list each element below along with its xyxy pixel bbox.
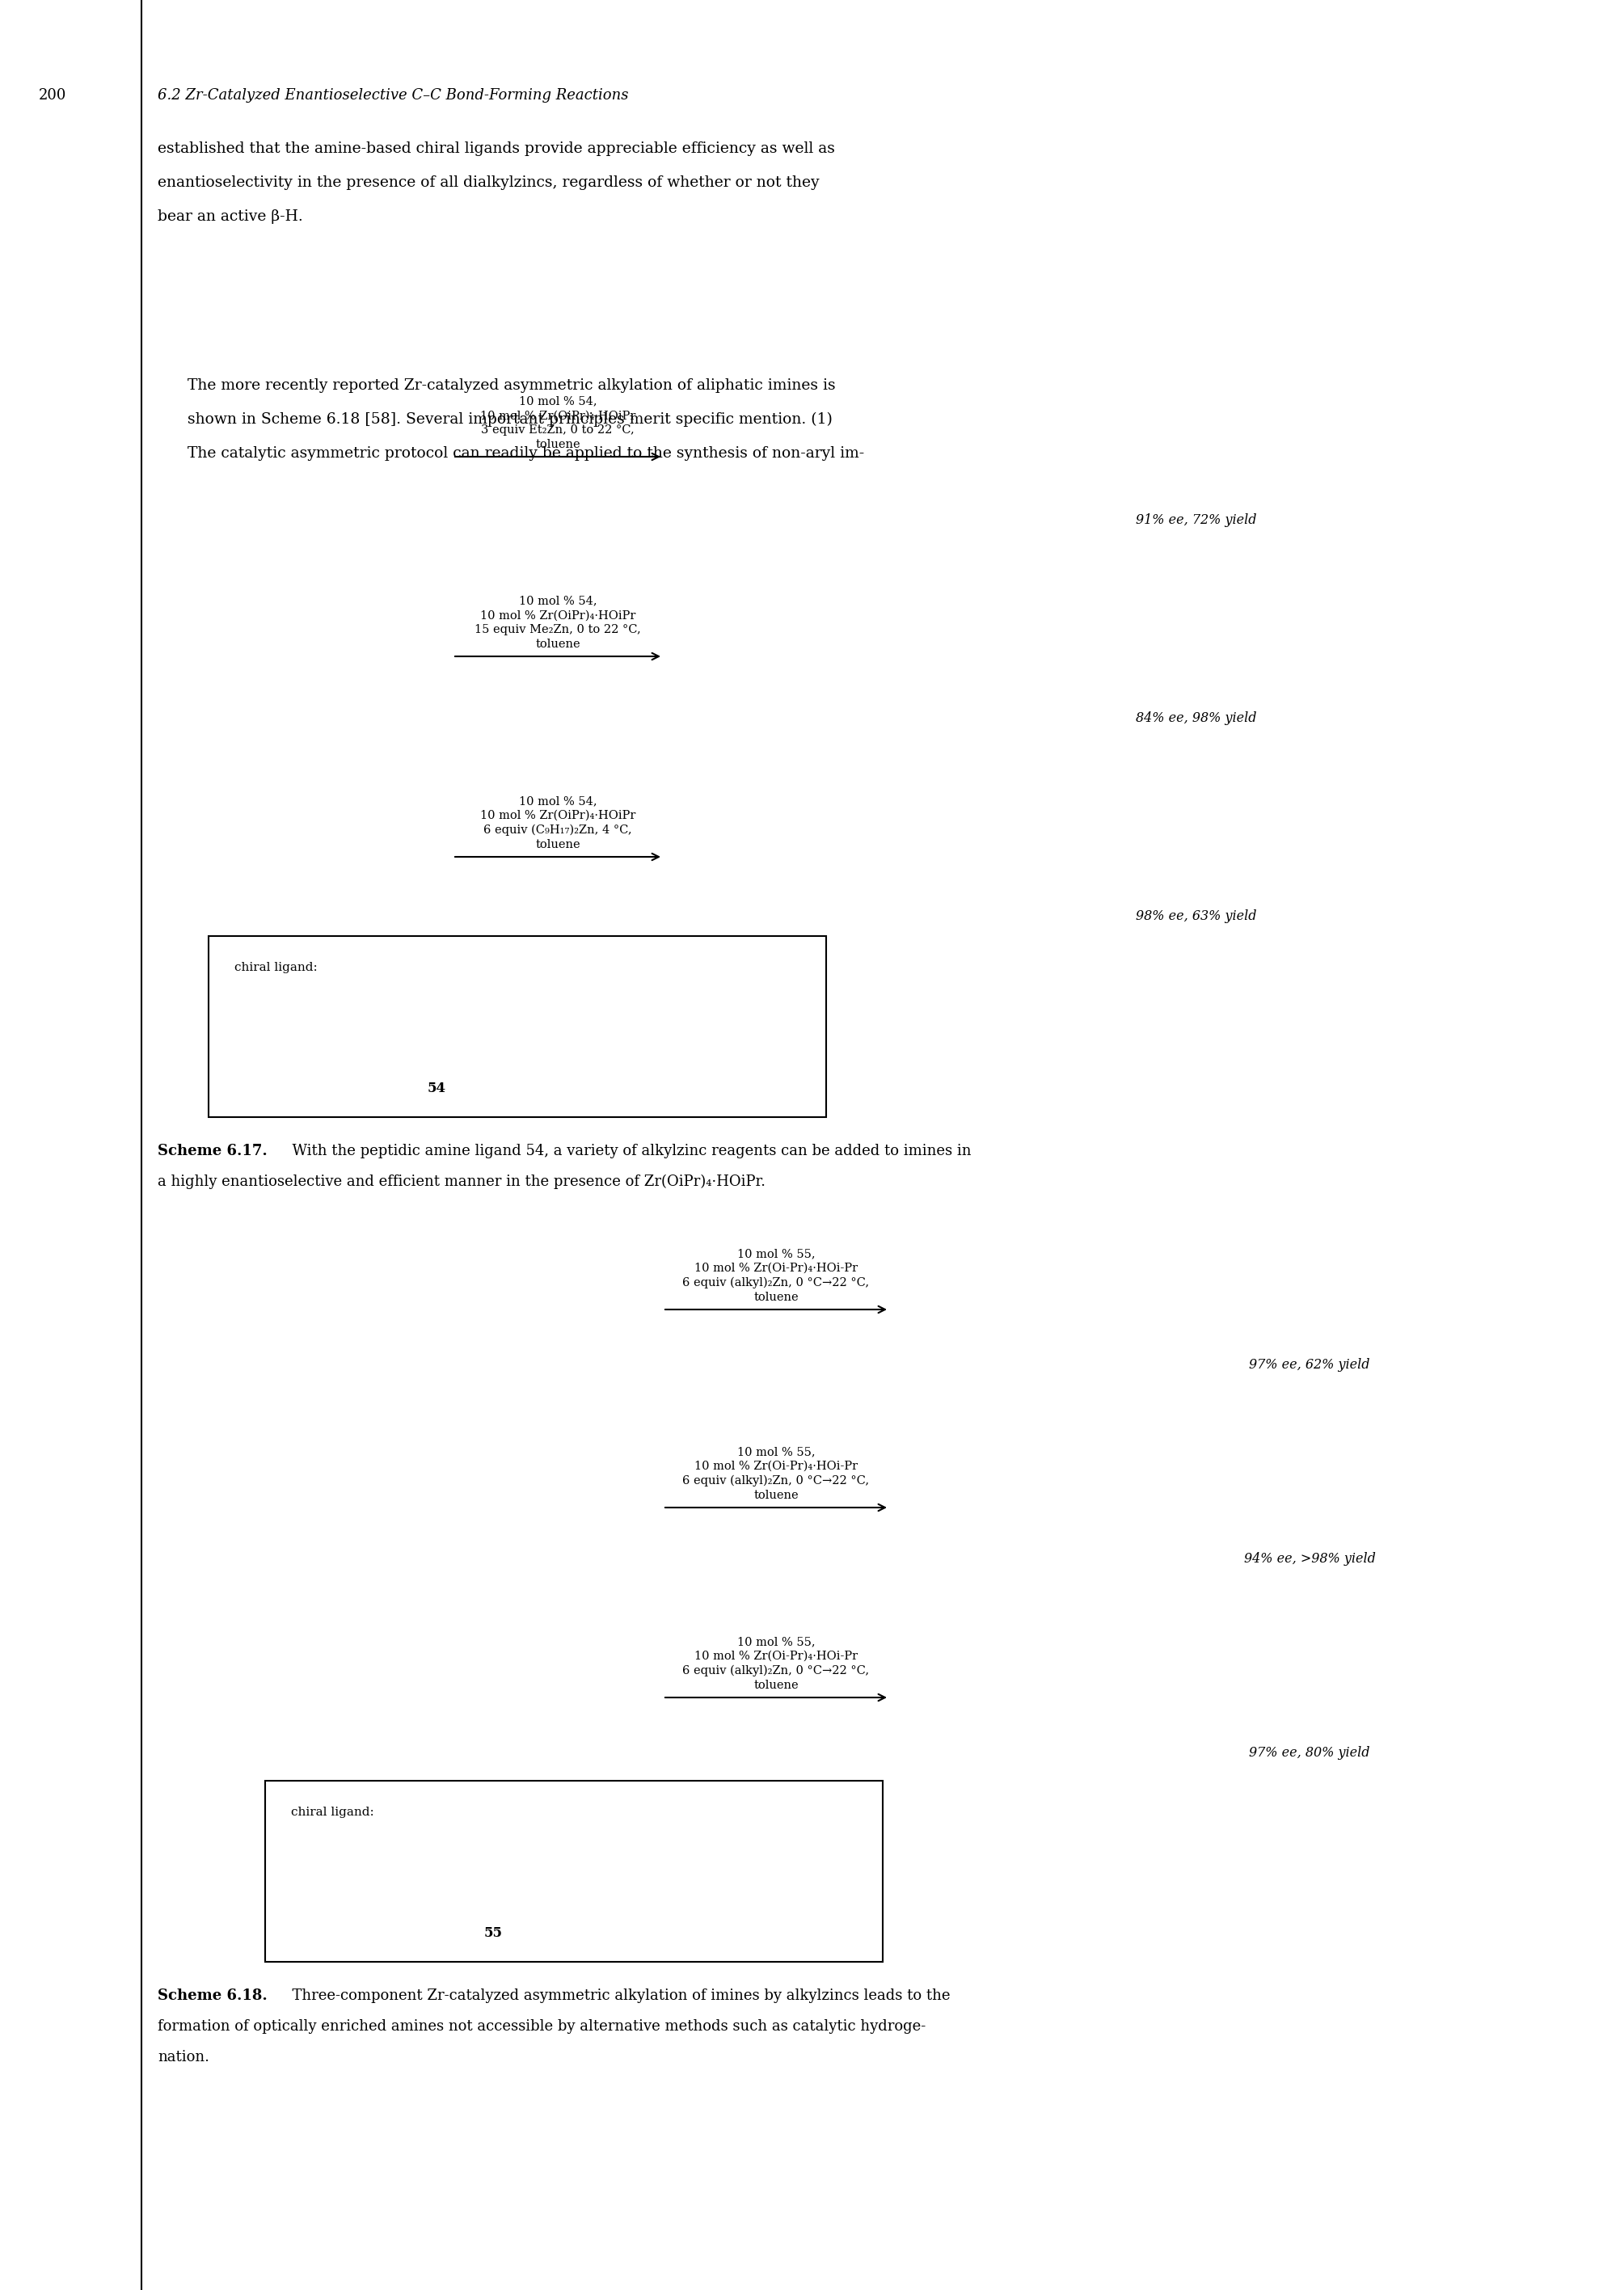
Text: Scheme 6.18.: Scheme 6.18. <box>158 1988 268 2004</box>
Text: 10 mol % 55,
10 mol % Zr(Oi-Pr)₄·HOi-Pr
6 equiv (alkyl)₂Zn, 0 °C→22 °C,
toluene: 10 mol % 55, 10 mol % Zr(Oi-Pr)₄·HOi-Pr … <box>682 1248 869 1303</box>
Text: bear an active β-H.: bear an active β-H. <box>158 208 304 224</box>
Text: 84% ee, 98% yield: 84% ee, 98% yield <box>1135 712 1257 726</box>
Text: 97% ee, 62% yield: 97% ee, 62% yield <box>1249 1358 1371 1372</box>
Text: chiral ligand:: chiral ligand: <box>234 962 317 973</box>
Text: With the peptidic amine ligand 54, a variety of alkylzinc reagents can be added : With the peptidic amine ligand 54, a var… <box>283 1143 971 1159</box>
Text: 10 mol % 55,
10 mol % Zr(Oi-Pr)₄·HOi-Pr
6 equiv (alkyl)₂Zn, 0 °C→22 °C,
toluene: 10 mol % 55, 10 mol % Zr(Oi-Pr)₄·HOi-Pr … <box>682 1445 869 1500</box>
Text: a highly enantioselective and efficient manner in the presence of Zr(OiPr)₄·HOiP: a highly enantioselective and efficient … <box>158 1175 765 1189</box>
Text: The catalytic asymmetric protocol can readily be applied to the synthesis of non: The catalytic asymmetric protocol can re… <box>187 447 864 460</box>
Text: 10 mol % 54,
10 mol % Zr(OiPr)₄·HOiPr
6 equiv (C₉H₁₇)₂Zn, 4 °C,
toluene: 10 mol % 54, 10 mol % Zr(OiPr)₄·HOiPr 6 … <box>481 795 635 850</box>
Text: 200: 200 <box>39 87 67 103</box>
Text: 97% ee, 80% yield: 97% ee, 80% yield <box>1249 1745 1371 1759</box>
Text: 54: 54 <box>427 1081 447 1095</box>
Text: 55: 55 <box>484 1926 502 1940</box>
Text: nation.: nation. <box>158 2050 209 2066</box>
FancyBboxPatch shape <box>208 937 827 1118</box>
Text: 6.2 Zr-Catalyzed Enantioselective C–C Bond-Forming Reactions: 6.2 Zr-Catalyzed Enantioselective C–C Bo… <box>158 87 628 103</box>
Text: 98% ee, 63% yield: 98% ee, 63% yield <box>1135 909 1257 923</box>
Text: 94% ee, >98% yield: 94% ee, >98% yield <box>1244 1553 1376 1566</box>
Text: Three-component Zr-catalyzed asymmetric alkylation of imines by alkylzincs leads: Three-component Zr-catalyzed asymmetric … <box>283 1988 950 2004</box>
Text: 91% ee, 72% yield: 91% ee, 72% yield <box>1135 513 1257 527</box>
Text: shown in Scheme 6.18 [58]. Several important principles merit specific mention. : shown in Scheme 6.18 [58]. Several impor… <box>187 412 833 426</box>
Text: established that the amine-based chiral ligands provide appreciable efficiency a: established that the amine-based chiral … <box>158 142 835 156</box>
Text: 10 mol % 55,
10 mol % Zr(Oi-Pr)₄·HOi-Pr
6 equiv (alkyl)₂Zn, 0 °C→22 °C,
toluene: 10 mol % 55, 10 mol % Zr(Oi-Pr)₄·HOi-Pr … <box>682 1635 869 1690</box>
Text: Scheme 6.17.: Scheme 6.17. <box>158 1143 268 1159</box>
Text: 10 mol % 54,
10 mol % Zr(OiPr)₄·HOiPr
15 equiv Me₂Zn, 0 to 22 °C,
toluene: 10 mol % 54, 10 mol % Zr(OiPr)₄·HOiPr 15… <box>474 595 641 650</box>
Text: chiral ligand:: chiral ligand: <box>291 1807 374 1818</box>
Text: formation of optically enriched amines not accessible by alternative methods suc: formation of optically enriched amines n… <box>158 2020 926 2034</box>
Text: enantioselectivity in the presence of all dialkylzincs, regardless of whether or: enantioselectivity in the presence of al… <box>158 176 820 190</box>
Text: 10 mol % 54,
10 mol % Zr(OiPr)₄·HOiPr
3 equiv Et₂Zn, 0 to 22 °C,
toluene: 10 mol % 54, 10 mol % Zr(OiPr)₄·HOiPr 3 … <box>481 396 635 451</box>
FancyBboxPatch shape <box>265 1782 883 1963</box>
Text: The more recently reported Zr-catalyzed asymmetric alkylation of aliphatic imine: The more recently reported Zr-catalyzed … <box>187 378 835 394</box>
